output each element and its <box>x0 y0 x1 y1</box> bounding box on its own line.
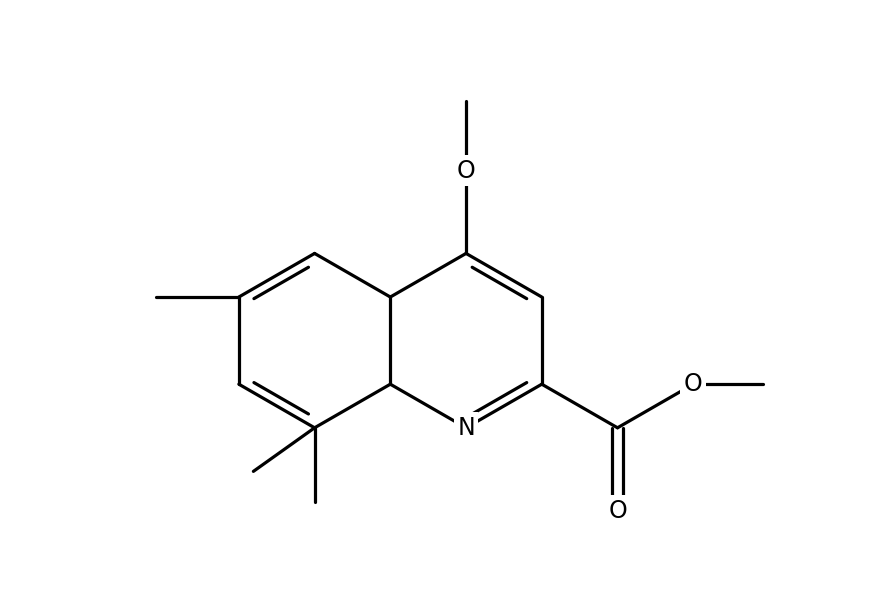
Text: O: O <box>684 372 703 396</box>
Text: O: O <box>457 158 476 182</box>
Text: N: N <box>457 416 475 440</box>
Text: O: O <box>608 499 627 523</box>
